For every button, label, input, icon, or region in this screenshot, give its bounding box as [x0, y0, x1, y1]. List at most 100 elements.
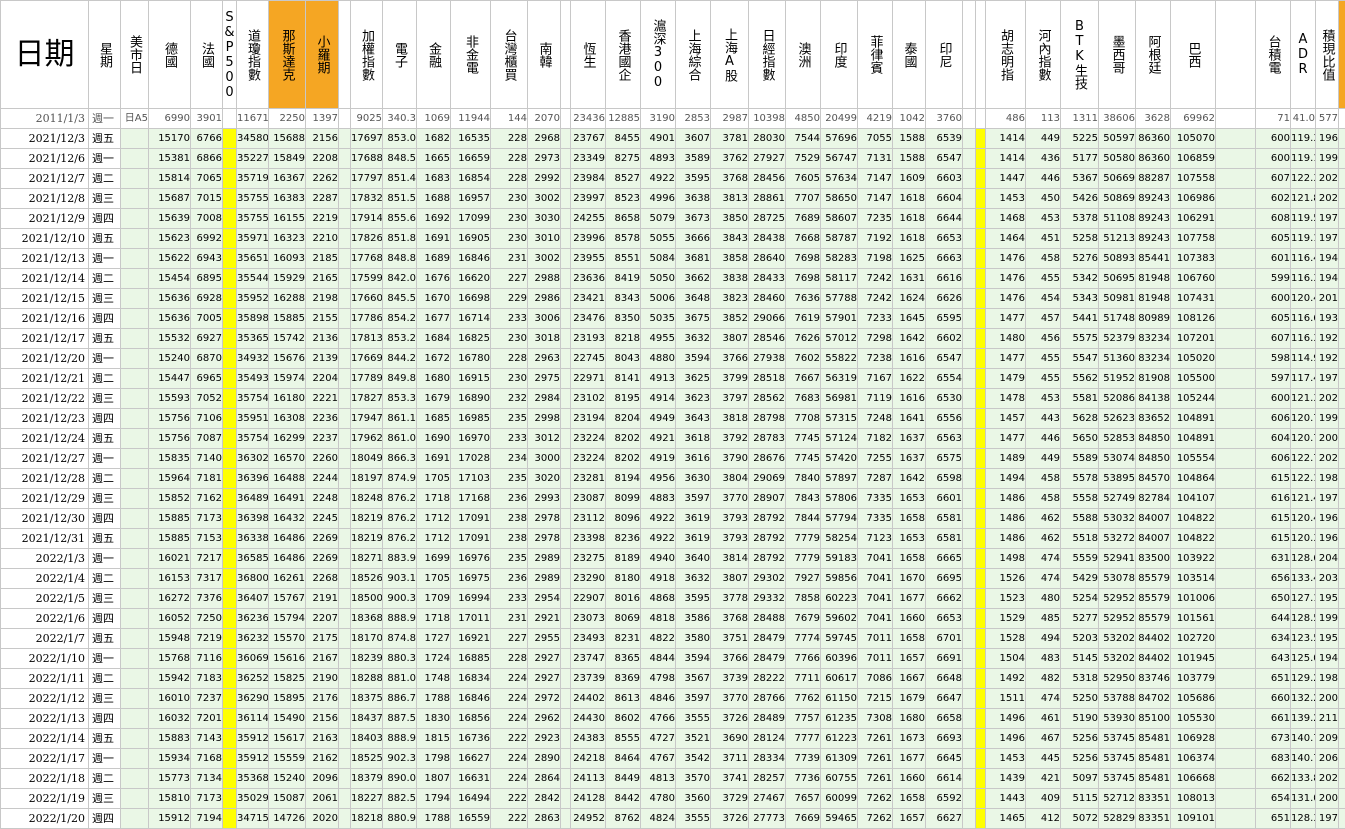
- value-cell: 53788: [1098, 688, 1136, 709]
- value-cell: 1528: [985, 628, 1026, 649]
- value-cell: [338, 588, 351, 609]
- data-row: 2022/1/11 週二 15942 7183 36252 15825 2190 18288 8…: [0, 668, 1345, 689]
- value-cell: 3843: [710, 228, 749, 249]
- value-cell: 615: [1255, 528, 1291, 549]
- value-cell: 1526: [985, 568, 1026, 589]
- value-cell: 200: [1315, 788, 1339, 809]
- value-cell: 446: [1025, 168, 1061, 189]
- value-cell: 16659: [450, 148, 491, 169]
- value-cell: 83500: [1135, 548, 1171, 569]
- value-cell: 199: [1315, 608, 1339, 629]
- column-header: 那斯達克: [268, 0, 306, 109]
- value-cell: 436: [1025, 148, 1061, 169]
- value-cell: [338, 148, 351, 169]
- value-cell: 125.0: [1290, 648, 1316, 669]
- value-cell: [975, 208, 986, 229]
- value-cell: 5441: [1060, 308, 1099, 329]
- value-cell: 28798: [748, 408, 786, 429]
- data-row: 2022/1/19 週三 15810 7173 35029 15087 2061 18227 8…: [0, 788, 1345, 809]
- value-cell: 16093: [268, 248, 306, 269]
- value-cell: 4813: [640, 768, 676, 789]
- value-cell: 41.0: [1290, 108, 1316, 129]
- value-cell: 120.7: [1290, 408, 1316, 429]
- value-cell: 3726: [710, 708, 749, 729]
- value-cell: [338, 568, 351, 589]
- value-cell: 24402: [570, 688, 606, 709]
- value-cell: 2890: [527, 748, 561, 769]
- value-cell: 7140: [190, 448, 223, 469]
- value-cell: 6627: [925, 808, 963, 829]
- value-cell: 7679: [785, 608, 821, 629]
- date-cell: 2021/12/14: [0, 268, 89, 289]
- value-cell: 2175: [305, 628, 339, 649]
- value-cell: 36114: [236, 708, 269, 729]
- value-cell: 15616: [268, 648, 306, 669]
- value-cell: 35951: [236, 408, 269, 429]
- value-cell: 421: [1025, 768, 1061, 789]
- value-cell: [1215, 748, 1256, 769]
- value-cell: 127.1: [1290, 588, 1316, 609]
- value-cell: 15617: [268, 728, 306, 749]
- value-cell: 104864: [1170, 468, 1216, 489]
- value-cell: 129.2: [1290, 668, 1316, 689]
- data-row: 2021/12/24 週五 15756 7087 35754 16299 2237 17962…: [0, 428, 1345, 449]
- value-cell: 123.5: [1290, 628, 1316, 649]
- weekday-cell: 週四: [88, 408, 121, 429]
- value-cell: 8602: [605, 708, 641, 729]
- value-cell: [222, 788, 237, 809]
- value-cell: [962, 408, 976, 429]
- value-cell: 3729: [710, 788, 749, 809]
- value-cell: [120, 268, 149, 289]
- value-cell: 1465: [985, 808, 1026, 829]
- value-cell: 5254: [1060, 588, 1099, 609]
- value-cell: 23476: [570, 308, 606, 329]
- value-cell: 4956: [640, 468, 676, 489]
- value-cell: 1397: [305, 108, 339, 129]
- value-cell: [120, 588, 149, 609]
- value-cell: [222, 808, 237, 829]
- value-cell: 101006: [1170, 588, 1216, 609]
- value-cell: 17168: [450, 488, 491, 509]
- value-cell: 1618: [892, 208, 926, 229]
- value-cell: [222, 528, 237, 549]
- value-cell: 1618: [892, 188, 926, 209]
- value-cell: [120, 148, 149, 169]
- value-cell: 2155: [305, 308, 339, 329]
- date-cell: 2022/1/19: [0, 788, 89, 809]
- value-cell: 683: [1255, 748, 1291, 769]
- data-row: 2021/12/30 週四 15885 7173 36398 16432 2245 18219…: [0, 508, 1345, 529]
- value-cell: [222, 188, 237, 209]
- column-header: 加權指數: [350, 0, 383, 109]
- value-cell: 59856: [820, 568, 858, 589]
- value-cell: 232: [490, 388, 528, 409]
- value-cell: 8369: [605, 668, 641, 689]
- value-cell: [1338, 248, 1345, 269]
- value-cell: 2163: [305, 728, 339, 749]
- value-cell: 7636: [785, 288, 821, 309]
- date-cell: 2021/12/13: [0, 248, 89, 269]
- value-cell: 82784: [1135, 488, 1171, 509]
- value-cell: [1215, 328, 1256, 349]
- value-cell: 7529: [785, 148, 821, 169]
- value-cell: 1658: [892, 508, 926, 529]
- value-cell: 7261: [857, 748, 893, 769]
- value-cell: 15756: [148, 428, 191, 449]
- value-cell: 7745: [785, 428, 821, 449]
- column-header: 金融: [416, 0, 451, 109]
- value-cell: 105020: [1170, 348, 1216, 369]
- value-cell: 85100: [1135, 708, 1171, 729]
- value-cell: [962, 328, 976, 349]
- value-cell: 7317: [190, 568, 223, 589]
- value-cell: 57901: [820, 308, 858, 329]
- value-cell: 4798: [640, 668, 676, 689]
- value-cell: 17011: [450, 608, 491, 629]
- value-cell: 886.7: [382, 688, 417, 709]
- value-cell: [560, 208, 571, 229]
- value-cell: 7335: [857, 508, 893, 529]
- value-cell: 224: [490, 668, 528, 689]
- value-cell: 18049: [350, 448, 383, 469]
- column-header: 印度: [820, 0, 858, 109]
- value-cell: 6530: [925, 388, 963, 409]
- value-cell: 15240: [148, 348, 191, 369]
- value-cell: 7739: [785, 748, 821, 769]
